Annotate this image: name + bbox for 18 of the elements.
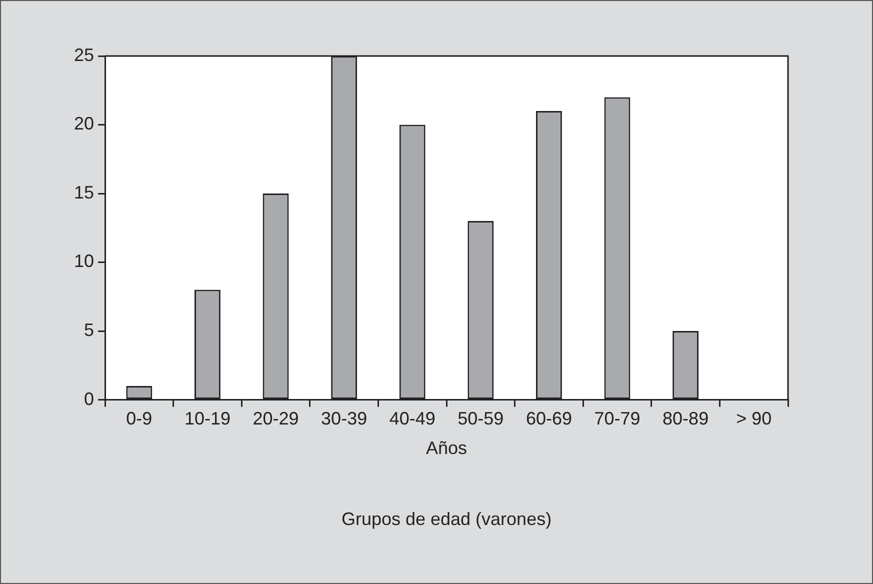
x-tick-label: 50-59 — [458, 408, 504, 429]
x-tick-label: 80-89 — [662, 408, 709, 429]
y-tick-label: 0 — [84, 388, 94, 409]
y-tick-label: 20 — [74, 114, 94, 134]
y-tick-label: 10 — [74, 251, 94, 272]
y-tick-label: 25 — [74, 44, 94, 65]
x-tick-label: 40-49 — [389, 408, 436, 429]
x-tick-label: 70-79 — [594, 408, 640, 429]
x-axis-title: Años — [426, 438, 468, 458]
x-tick-label: 60-69 — [526, 408, 572, 429]
text: Grupos de edad (varones) — [341, 508, 552, 529]
x-tick-label: 0-9 — [126, 408, 152, 429]
x-tick-label: 10-19 — [184, 408, 230, 429]
y-tick-label: 5 — [84, 320, 94, 340]
y-tick-label: 15 — [74, 182, 94, 202]
x-tick-label: 30-39 — [321, 408, 368, 429]
x-tick-label: > 90 — [736, 408, 772, 429]
x-tick-label: 20-29 — [252, 408, 299, 429]
